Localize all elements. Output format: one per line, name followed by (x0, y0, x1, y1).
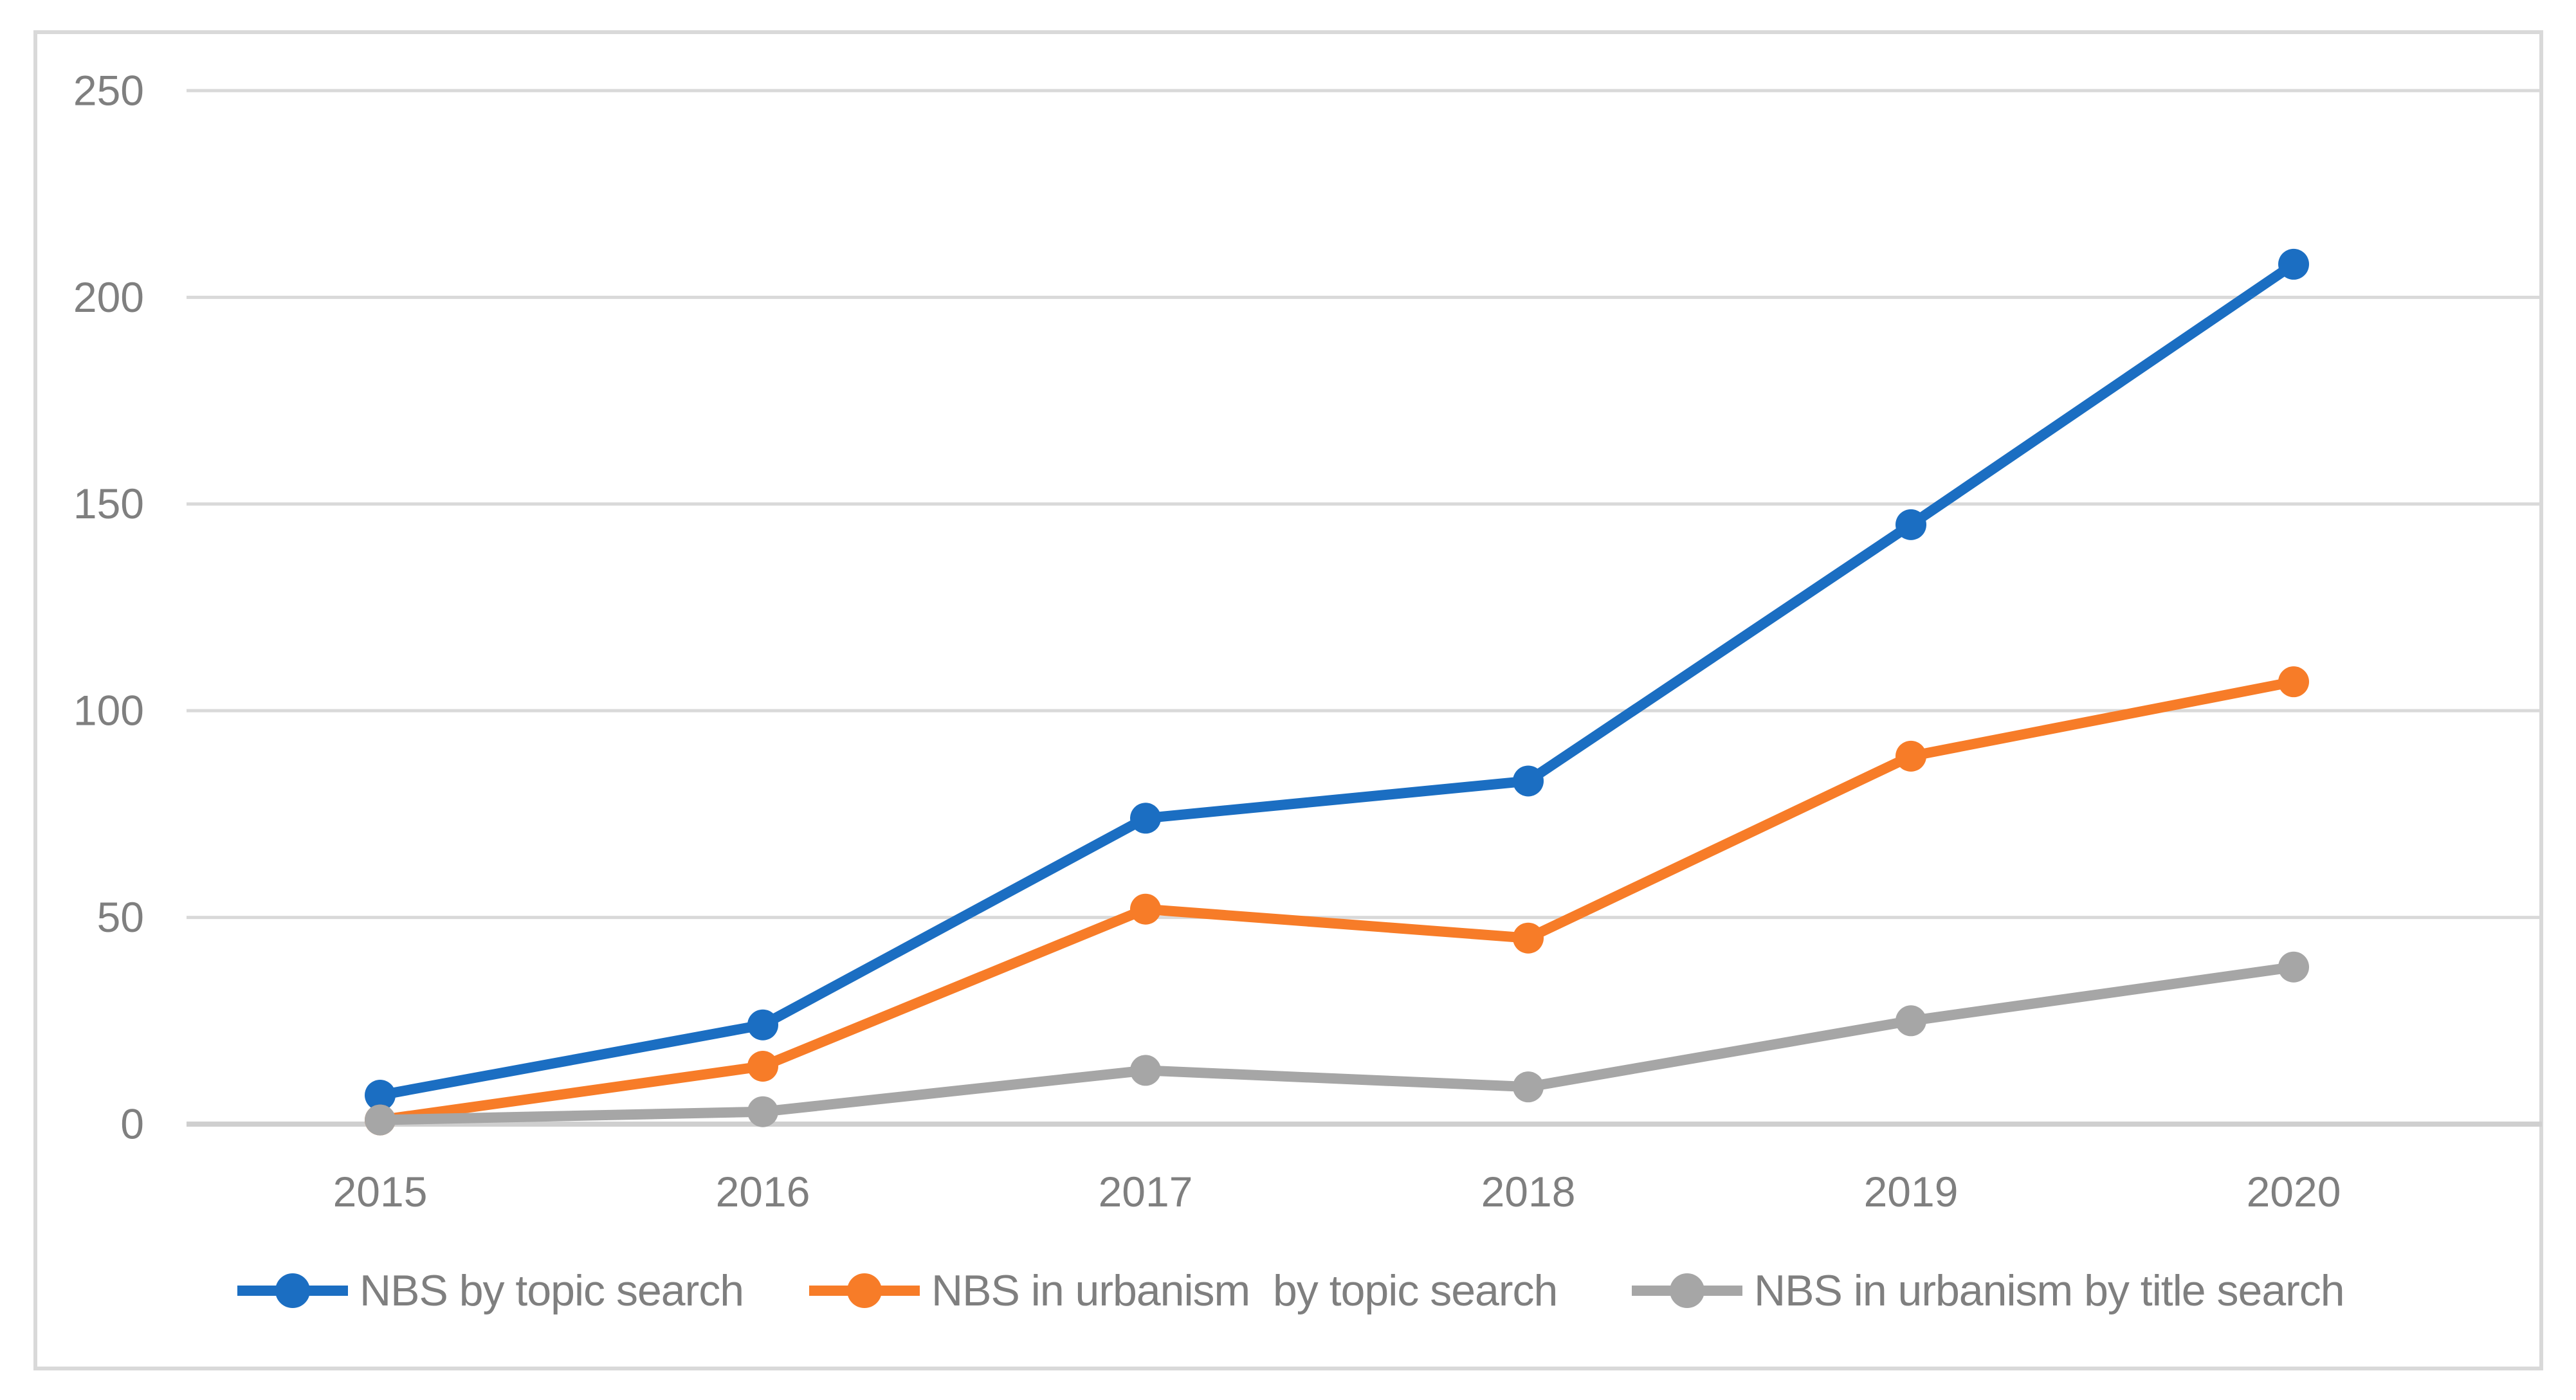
series-line-2 (375, 961, 2299, 1125)
data-point-2-2019 (1895, 1005, 1926, 1037)
data-point-2-2017 (1130, 1055, 1161, 1086)
data-point-2-2020 (2278, 951, 2309, 983)
data-point-0-2017 (1130, 803, 1161, 834)
x-tick-label-2019: 2019 (1864, 1168, 1959, 1215)
data-point-2-2016 (747, 1096, 778, 1127)
y-tick-label-50: 50 (97, 893, 144, 941)
y-tick-label-150: 150 (73, 480, 144, 527)
data-point-0-2020 (2278, 248, 2309, 280)
y-tick-label-0: 0 (120, 1100, 144, 1147)
y-tick-label-250: 250 (73, 66, 144, 114)
series-line-0 (375, 259, 2299, 1101)
data-point-2-2018 (1513, 1071, 1544, 1103)
x-tick-label-2015: 2015 (333, 1168, 428, 1215)
chart-outer-border (33, 30, 2543, 1370)
data-point-1-2019 (1895, 740, 1926, 772)
data-point-2-2015 (365, 1104, 396, 1136)
y-tick-label-200: 200 (73, 273, 144, 321)
y-tick-label-100: 100 (73, 687, 144, 734)
x-tick-label-2016: 2016 (716, 1168, 810, 1215)
x-tick-label-2017: 2017 (1099, 1168, 1193, 1215)
data-point-0-2015 (365, 1080, 396, 1111)
x-tick-label-2020: 2020 (2247, 1168, 2341, 1215)
data-point-0-2016 (747, 1009, 778, 1041)
data-point-0-2018 (1513, 765, 1544, 797)
series-line-1 (375, 677, 2299, 1125)
data-point-1-2018 (1513, 922, 1544, 954)
data-point-1-2017 (1130, 893, 1161, 925)
data-point-1-2016 (747, 1051, 778, 1082)
data-point-1-2020 (2278, 666, 2309, 698)
x-tick-label-2018: 2018 (1481, 1168, 1576, 1215)
data-point-0-2019 (1895, 509, 1926, 540)
